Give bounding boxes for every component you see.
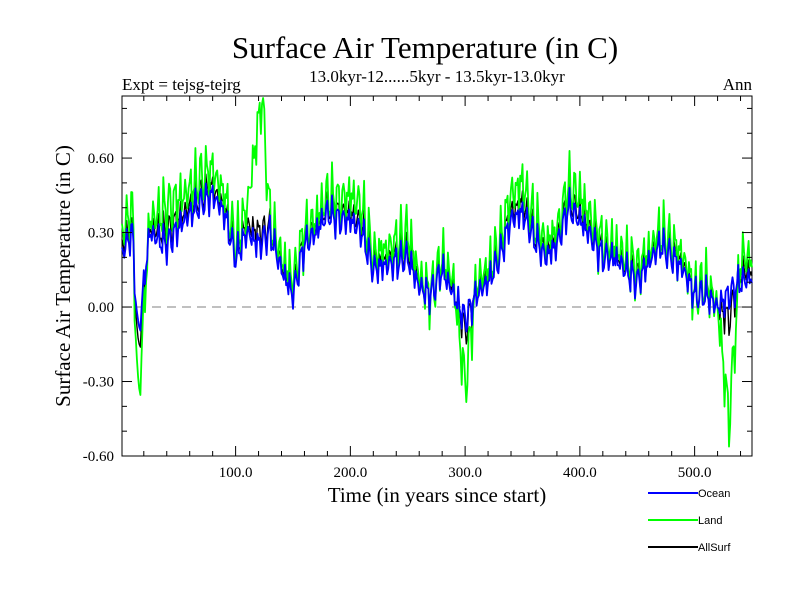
legend-label-allsurf: AllSurf bbox=[698, 542, 731, 554]
series-line-land bbox=[121, 97, 753, 448]
y-tick-label: -0.30 bbox=[83, 375, 114, 391]
x-tick-label: 100.0 bbox=[219, 465, 253, 481]
series-layer bbox=[121, 97, 753, 448]
x-tick-label: 400.0 bbox=[563, 465, 597, 481]
x-tick-label: 500.0 bbox=[678, 465, 712, 481]
chart-title: Surface Air Temperature (in C) bbox=[232, 30, 618, 65]
series-line-ocean bbox=[121, 182, 753, 333]
experiment-label: Expt = tejsg-tejrg bbox=[122, 75, 241, 94]
ticks-layer: 100.0 200.0 300.0 400.0 500.0 -0.60 -0.30 0.00 0… bbox=[83, 96, 752, 481]
legend: Ocean Land AllSurf bbox=[648, 488, 731, 554]
y-tick-label: 0.00 bbox=[88, 300, 114, 316]
legend-label-land: Land bbox=[698, 515, 722, 527]
y-tick-label: -0.60 bbox=[83, 449, 114, 465]
y-tick-label: 0.60 bbox=[88, 151, 114, 167]
x-tick-label: 200.0 bbox=[333, 465, 367, 481]
x-tick-label: 300.0 bbox=[448, 465, 482, 481]
y-axis-label: Surface Air Temperature (in C) bbox=[51, 145, 75, 407]
y-tick-label: 0.30 bbox=[88, 226, 114, 242]
period-label: Ann bbox=[723, 75, 753, 94]
x-axis-label: Time (in years since start) bbox=[328, 483, 547, 507]
chart-subtitle: 13.0kyr-12......5kyr - 13.5kyr-13.0kyr bbox=[309, 67, 565, 86]
legend-label-ocean: Ocean bbox=[698, 488, 730, 500]
